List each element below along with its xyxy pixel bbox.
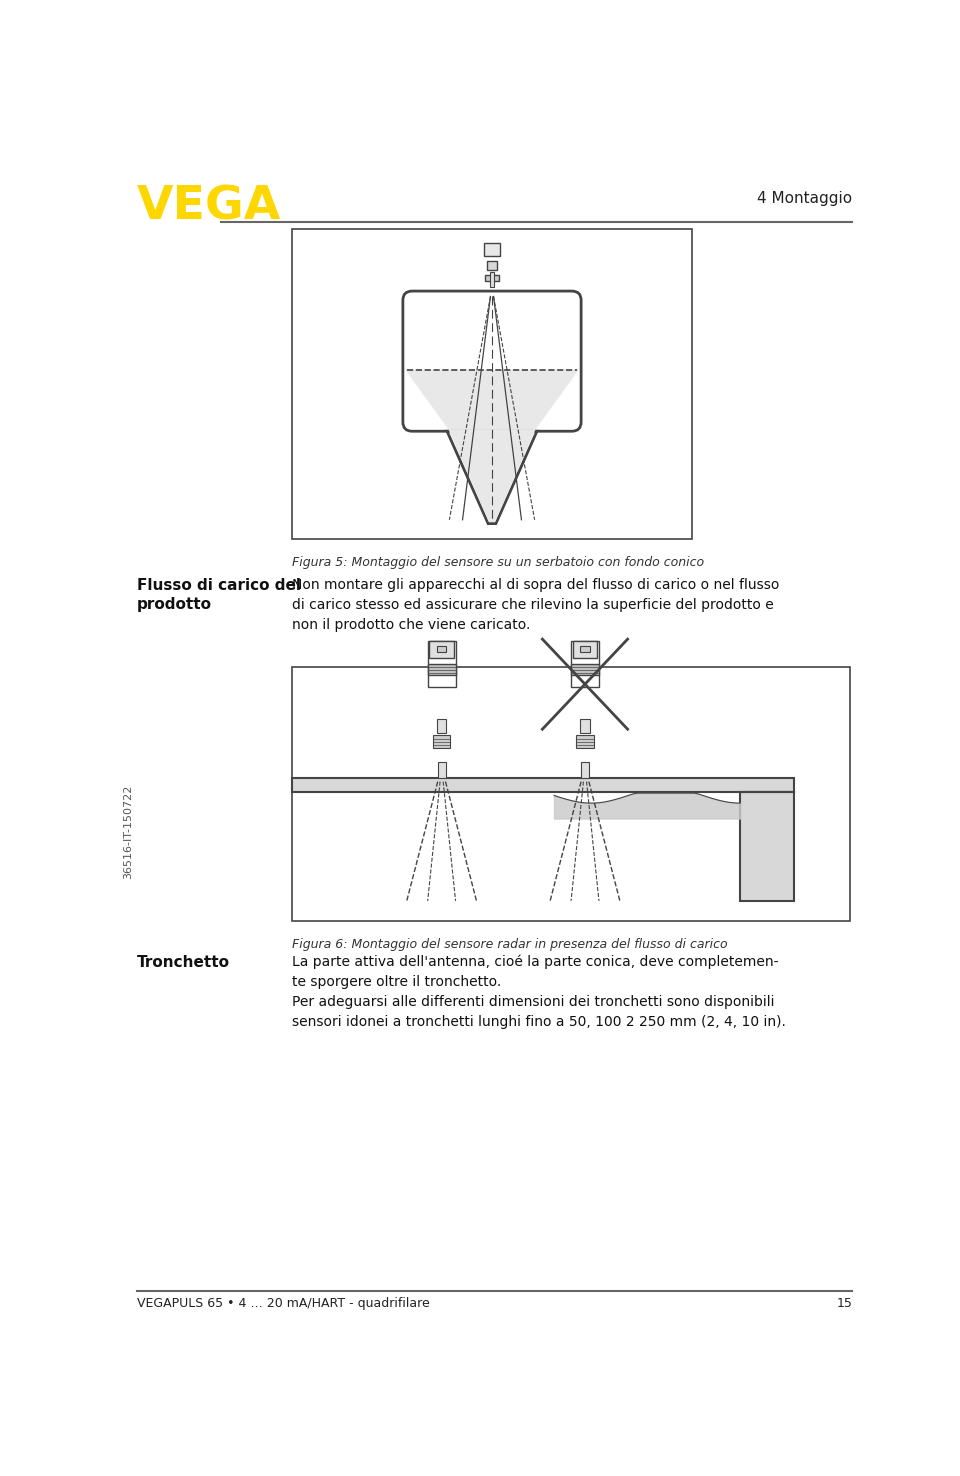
Text: Figura 5: Montaggio del sensore su un serbatoio con fondo conico: Figura 5: Montaggio del sensore su un se… xyxy=(292,556,705,568)
Text: Per adeguarsi alle differenti dimensioni dei tronchetti sono disponibili
sensori: Per adeguarsi alle differenti dimensioni… xyxy=(292,995,786,1029)
Bar xyxy=(292,229,692,539)
Bar xyxy=(427,641,456,686)
Text: La parte attiva dell'antenna, cioé la parte conica, deve completemen-
te sporger: La parte attiva dell'antenna, cioé la pa… xyxy=(292,955,779,989)
Text: Figura 6: Montaggio del sensore radar in presenza del flusso di carico: Figura 6: Montaggio del sensore radar in… xyxy=(292,937,728,951)
Bar xyxy=(572,642,597,658)
Text: Tronchetto: Tronchetto xyxy=(137,955,230,970)
Bar xyxy=(438,762,445,778)
Bar xyxy=(571,641,599,686)
Bar xyxy=(437,646,446,652)
Bar xyxy=(581,719,589,734)
Bar xyxy=(490,272,494,288)
Bar xyxy=(429,642,454,658)
Bar xyxy=(292,667,850,921)
Bar xyxy=(487,261,497,270)
Text: 15: 15 xyxy=(836,1297,852,1311)
Bar xyxy=(485,275,499,280)
Text: VEGA: VEGA xyxy=(137,184,281,230)
FancyBboxPatch shape xyxy=(403,291,581,431)
Text: Flusso di carico del
prodotto: Flusso di carico del prodotto xyxy=(137,577,301,613)
Text: 4 Montaggio: 4 Montaggio xyxy=(757,190,852,207)
Text: 36516-IT-150722: 36516-IT-150722 xyxy=(123,784,132,878)
Bar xyxy=(576,735,593,748)
Polygon shape xyxy=(405,369,579,430)
Text: Non montare gli apparecchi al di sopra del flusso di carico o nel flusso
di cari: Non montare gli apparecchi al di sopra d… xyxy=(292,577,780,632)
Bar xyxy=(433,735,450,748)
Bar xyxy=(484,242,500,257)
Bar xyxy=(427,664,456,676)
Bar xyxy=(740,791,794,900)
Text: VEGAPULS 65 • 4 … 20 mA/HART - quadrifilare: VEGAPULS 65 • 4 … 20 mA/HART - quadrifil… xyxy=(137,1297,430,1311)
Polygon shape xyxy=(448,430,536,523)
Bar xyxy=(571,664,599,676)
Bar xyxy=(581,646,589,652)
Polygon shape xyxy=(447,431,537,524)
Bar xyxy=(292,778,794,791)
Bar xyxy=(437,719,446,734)
Bar xyxy=(581,762,588,778)
